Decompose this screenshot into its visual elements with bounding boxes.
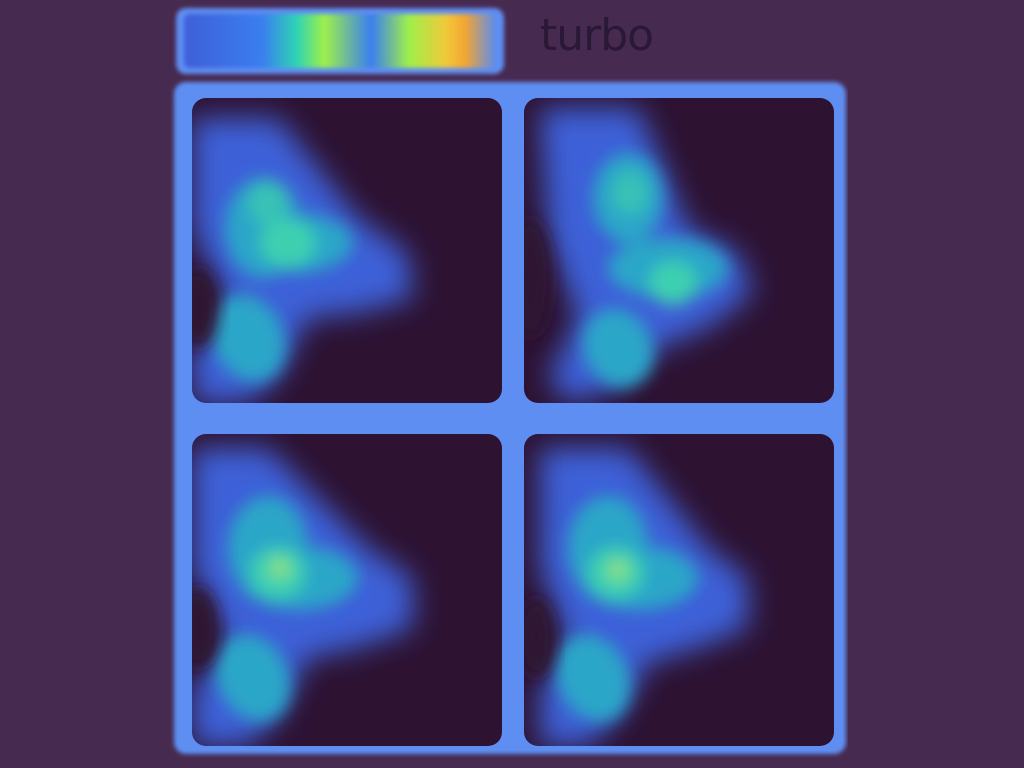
density-blob-bottom-right <box>524 448 748 746</box>
colorbar-gradient <box>184 14 496 68</box>
colormap-label: turbo <box>540 10 654 61</box>
heatmap-grid-svg <box>174 82 846 754</box>
density-blob-top-right <box>524 108 753 403</box>
colorbar <box>176 8 504 74</box>
density-blob-top-left <box>192 118 413 403</box>
heatmap-panel-grid <box>168 78 848 758</box>
density-blob-bottom-left <box>192 448 413 746</box>
